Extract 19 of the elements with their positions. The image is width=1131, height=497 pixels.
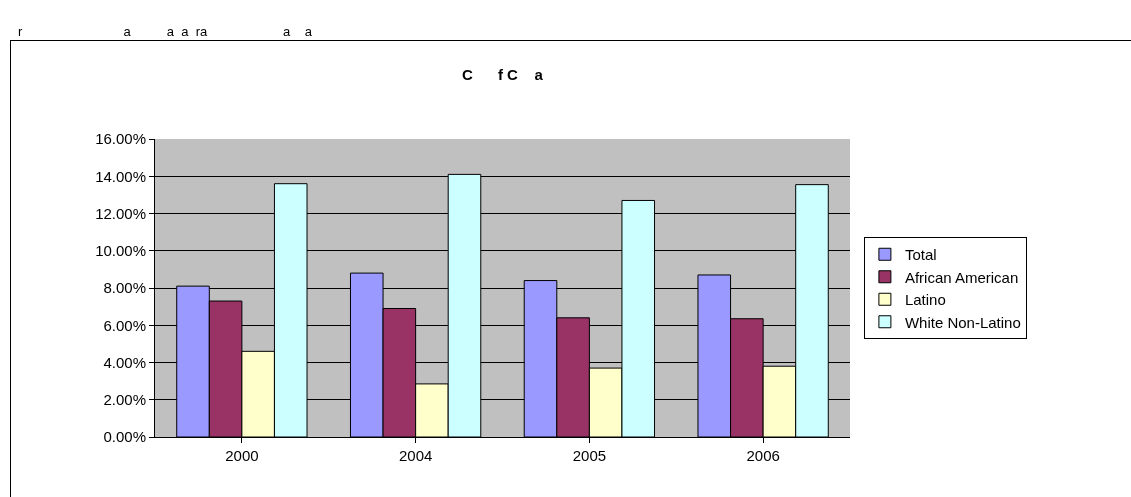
y-tick-label: 6.00% [103, 316, 146, 334]
y-tick-label: 16.00% [95, 130, 146, 148]
text: r a a a ra a a [18, 24, 313, 39]
x-tick-label: 2005 [572, 447, 607, 464]
legend-label: African American [904, 268, 1019, 286]
x-tick-label: 2000 [225, 447, 259, 464]
legend-label: Total [904, 246, 937, 264]
legend-label: Latino [904, 291, 946, 309]
x-tick-label: 2004 [398, 447, 433, 464]
y-tick-label: 10.00% [95, 242, 146, 259]
y-tick-label: 8.00% [103, 279, 146, 297]
y-tick-label: 14.00% [95, 167, 146, 185]
chart-title: C f C a [462, 65, 544, 83]
y-tick-label: 12.00% [95, 204, 146, 222]
x-tick-label: 2006 [746, 447, 780, 464]
legend-label: White Non-Latino [904, 313, 1021, 331]
y-tick-label: 0.00% [103, 428, 146, 446]
y-tick-label: 2.00% [103, 391, 146, 408]
y-tick-label: 4.00% [103, 353, 146, 371]
